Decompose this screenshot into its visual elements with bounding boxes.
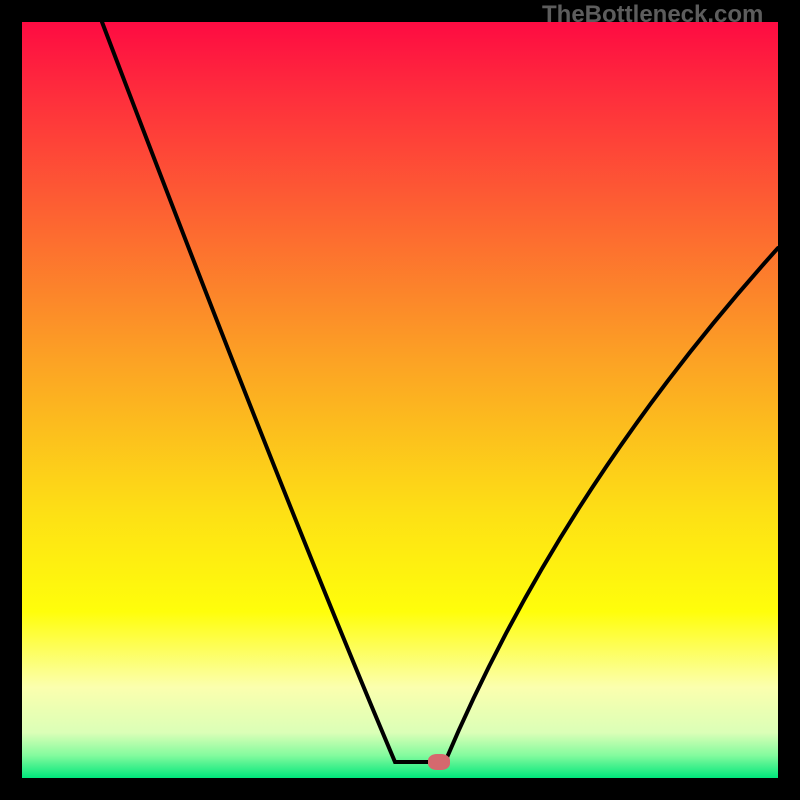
v-curve-path: [102, 22, 778, 762]
bottleneck-curve: [0, 0, 800, 800]
watermark-text: TheBottleneck.com: [542, 1, 763, 29]
optimal-point-marker: [428, 754, 450, 770]
